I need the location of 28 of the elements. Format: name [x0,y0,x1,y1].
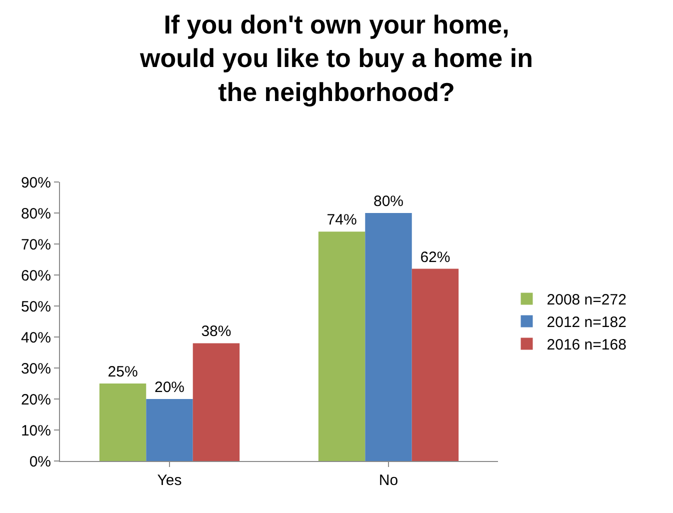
data-label: 80% [373,193,404,210]
y-tick-label: 30% [20,360,51,378]
bar [318,232,366,461]
x-tick-label: Yes [157,472,182,489]
y-tick-label: 90% [20,174,51,192]
y-tick-label: 40% [20,329,51,346]
y-tick-label: 70% [20,236,51,254]
data-label: 74% [326,212,357,229]
bar [192,343,240,461]
y-tick-label: 10% [20,422,51,440]
y-tick-label: 0% [29,453,51,470]
bar [365,213,412,461]
data-label: 20% [154,379,185,396]
chart-title: If you don't own your home, would you like to buy a home in the neighborhood? [139,9,533,107]
y-tick-label: 60% [20,267,51,284]
legend-label: 2016 n=168 [546,336,626,354]
x-tick-label: No [378,472,398,489]
bar [146,399,193,461]
data-label: 38% [201,323,232,340]
data-label: 25% [108,364,138,380]
legend-label: 2008 n=272 [546,292,626,309]
y-tick-label: 50% [20,298,51,316]
bar [99,384,146,461]
bar [412,268,459,461]
y-tick-label: 80% [20,205,51,222]
legend-label: 2012 n=182 [546,314,626,332]
y-tick-label: 20% [20,391,51,408]
data-label: 62% [420,248,450,266]
